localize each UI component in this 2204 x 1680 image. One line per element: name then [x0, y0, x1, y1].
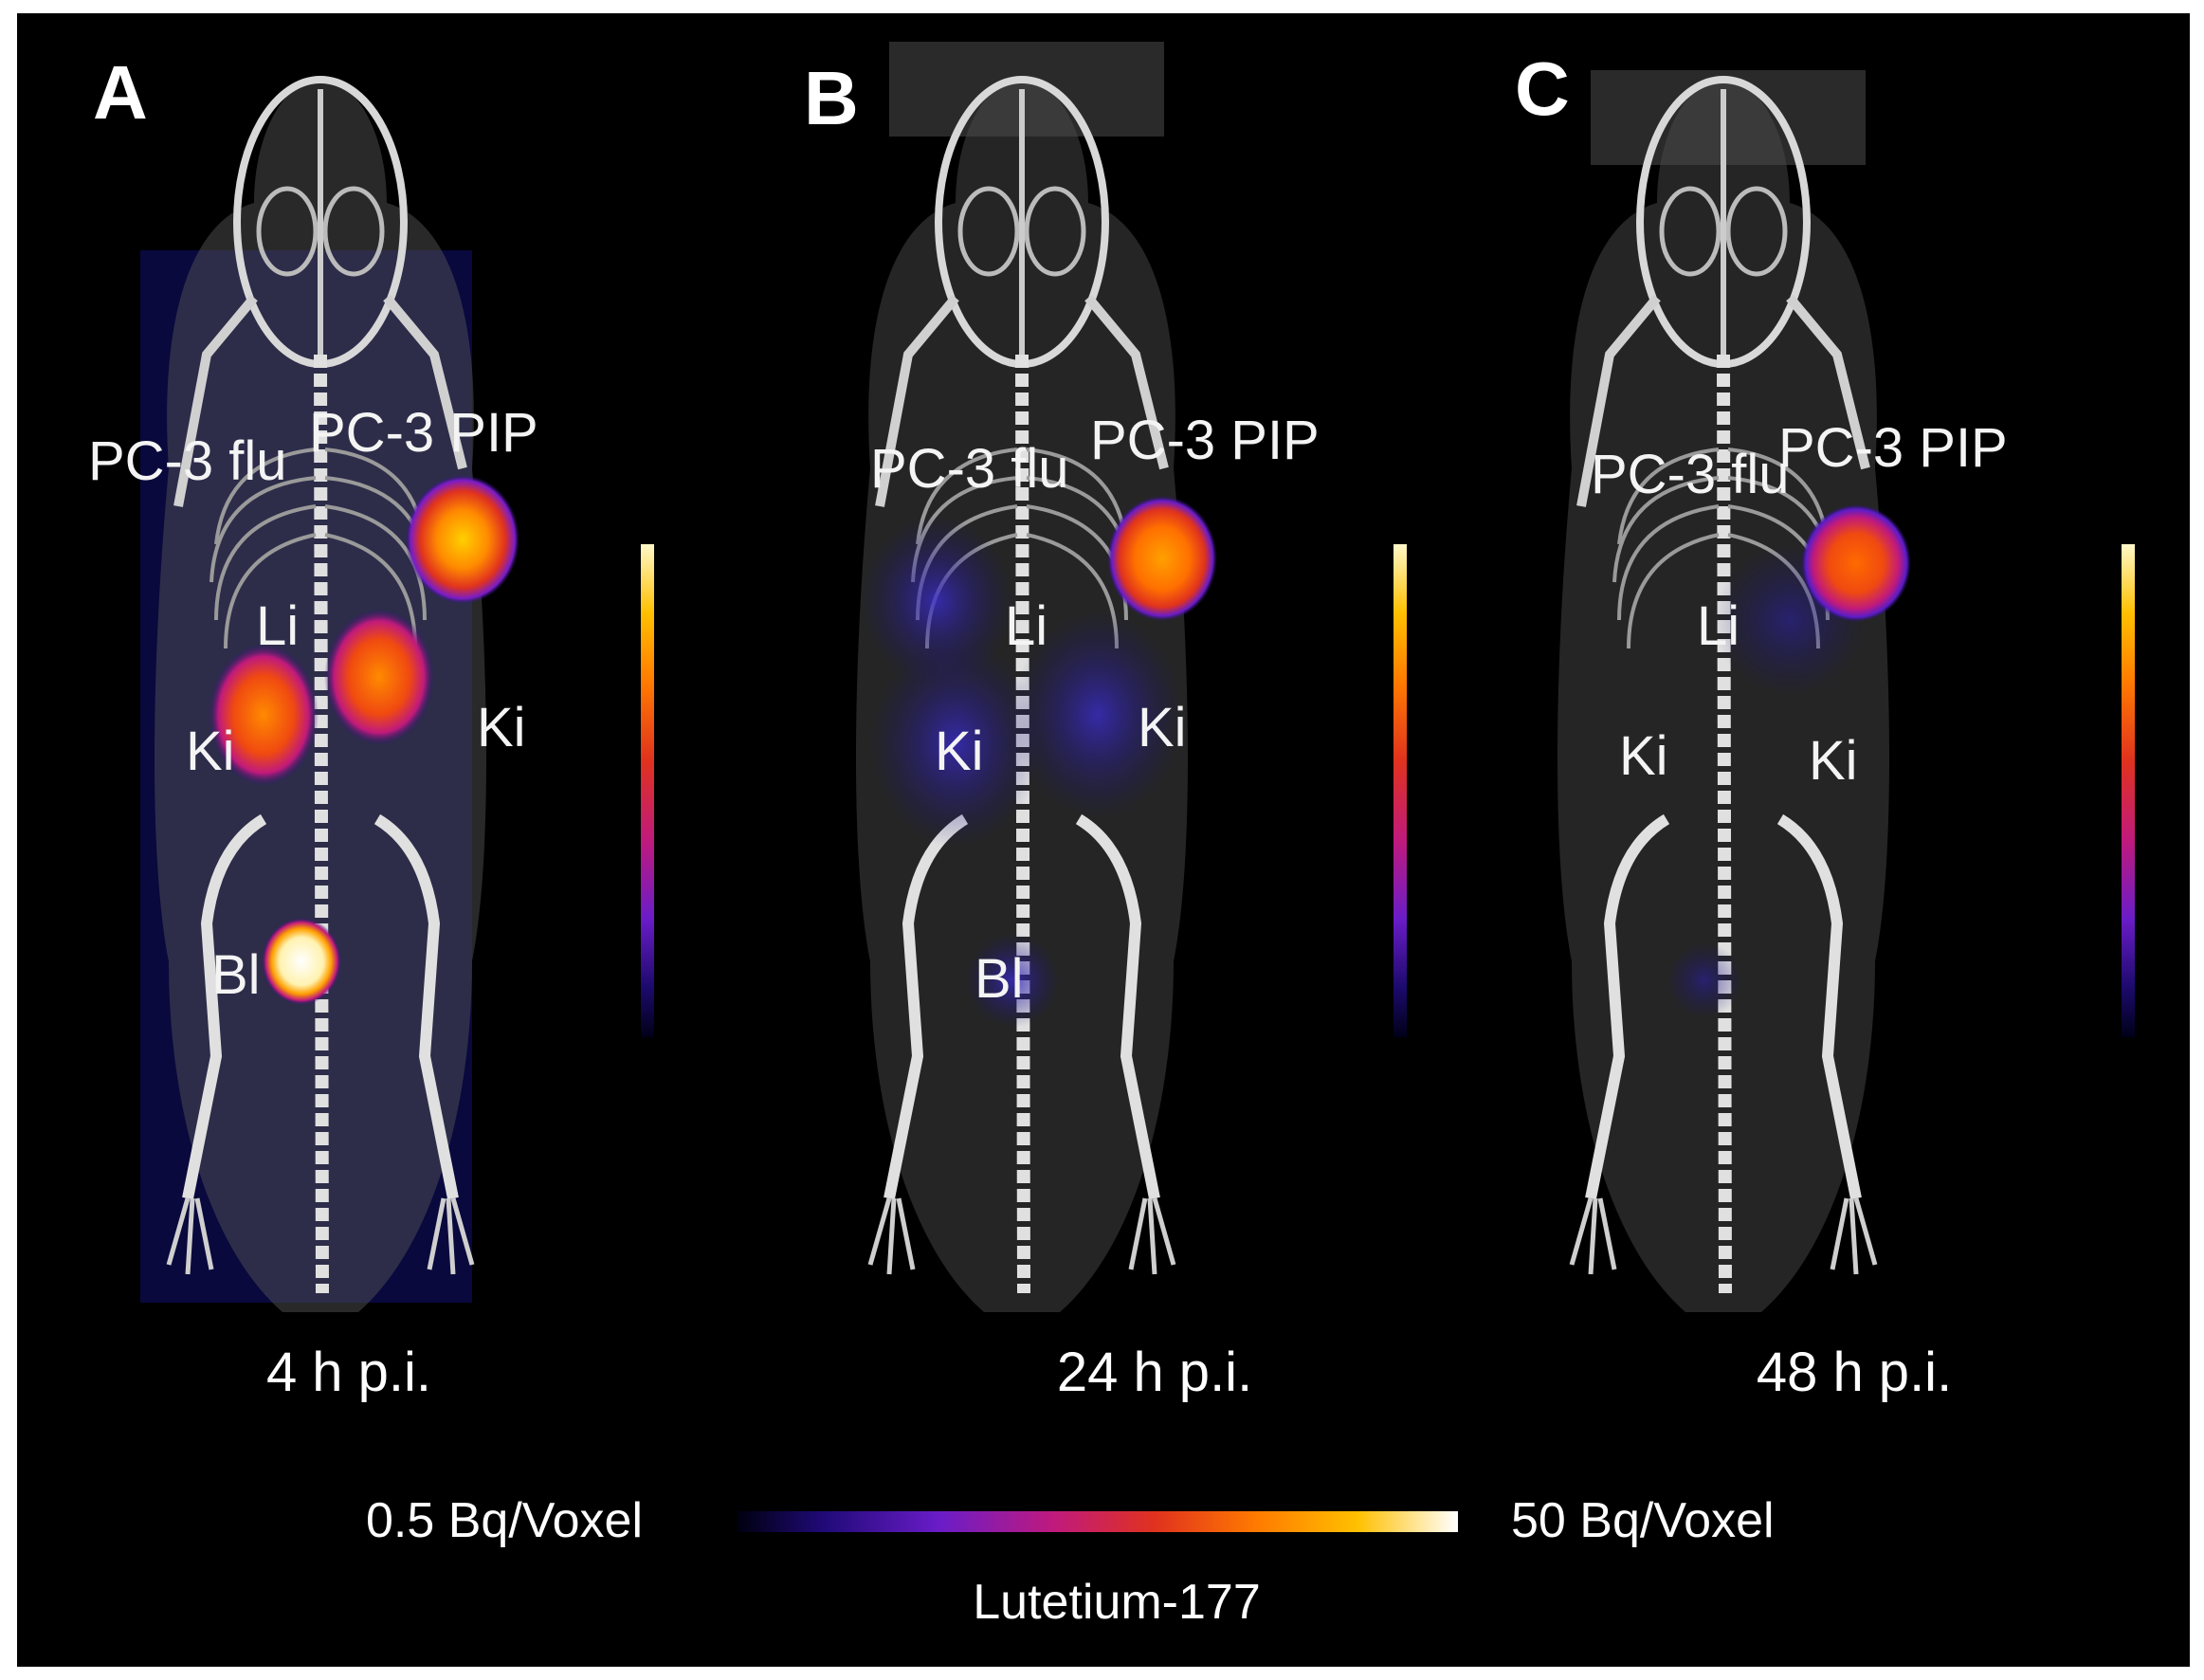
colorbar-vertical — [1393, 544, 1407, 1037]
label-kidney-right: Ki — [1138, 697, 1187, 758]
label-liver: Li — [1697, 595, 1740, 657]
label-liver: Li — [256, 595, 300, 657]
label-liver: Li — [1005, 595, 1048, 657]
panel-c: C PC-3 flu PC-3 PIP Li Ki Ki — [1477, 13, 2178, 1360]
colorbar-vertical — [2122, 544, 2135, 1037]
label-pc3-flu: PC-3 flu — [870, 438, 1069, 500]
panel-letter: A — [93, 50, 148, 135]
label-pc3-flu: PC-3 flu — [88, 430, 287, 492]
spect-ct-image-24h — [856, 42, 1217, 1312]
label-kidney-right: Ki — [477, 697, 526, 758]
time-label-a: 4 h p.i. — [265, 1342, 432, 1403]
panel-a: A PC-3 flu PC-3 PIP Li Ki Ki Bl — [74, 13, 775, 1360]
spect-ct-image-48h — [1557, 70, 1911, 1312]
colorbar-vertical — [641, 544, 654, 1037]
time-label-b: 24 h p.i. — [1056, 1342, 1253, 1403]
panel-letter: C — [1515, 46, 1570, 131]
time-label-c: 48 h p.i. — [1756, 1342, 1953, 1403]
label-pc3-pip: PC-3 PIP — [1090, 410, 1320, 471]
figure-frame: A PC-3 flu PC-3 PIP Li Ki Ki Bl — [17, 13, 2190, 1667]
panel-letter: B — [804, 56, 859, 140]
label-kidney-right: Ki — [1809, 730, 1858, 792]
label-kidney-left: Ki — [1619, 725, 1668, 787]
label-kidney-left: Ki — [186, 721, 235, 782]
colorbar-horizontal — [738, 1511, 1458, 1532]
label-bladder: Bl — [211, 944, 261, 1006]
spect-ct-image-4h — [140, 76, 519, 1312]
panel-b: B PC-3 flu PC-3 PIP Li Ki Ki Bl — [775, 13, 1477, 1360]
label-kidney-left: Ki — [935, 721, 984, 782]
label-bladder: Bl — [974, 948, 1024, 1010]
isotope-label: Lutetium-177 — [973, 1575, 1261, 1630]
label-pc3-pip: PC-3 PIP — [309, 402, 538, 464]
label-pc3-flu: PC-3 flu — [1591, 444, 1790, 505]
colorbar-min-label: 0.5 Bq/Voxel — [366, 1493, 643, 1548]
colorbar-max-label: 50 Bq/Voxel — [1511, 1493, 1775, 1548]
label-pc3-pip: PC-3 PIP — [1778, 417, 2008, 479]
